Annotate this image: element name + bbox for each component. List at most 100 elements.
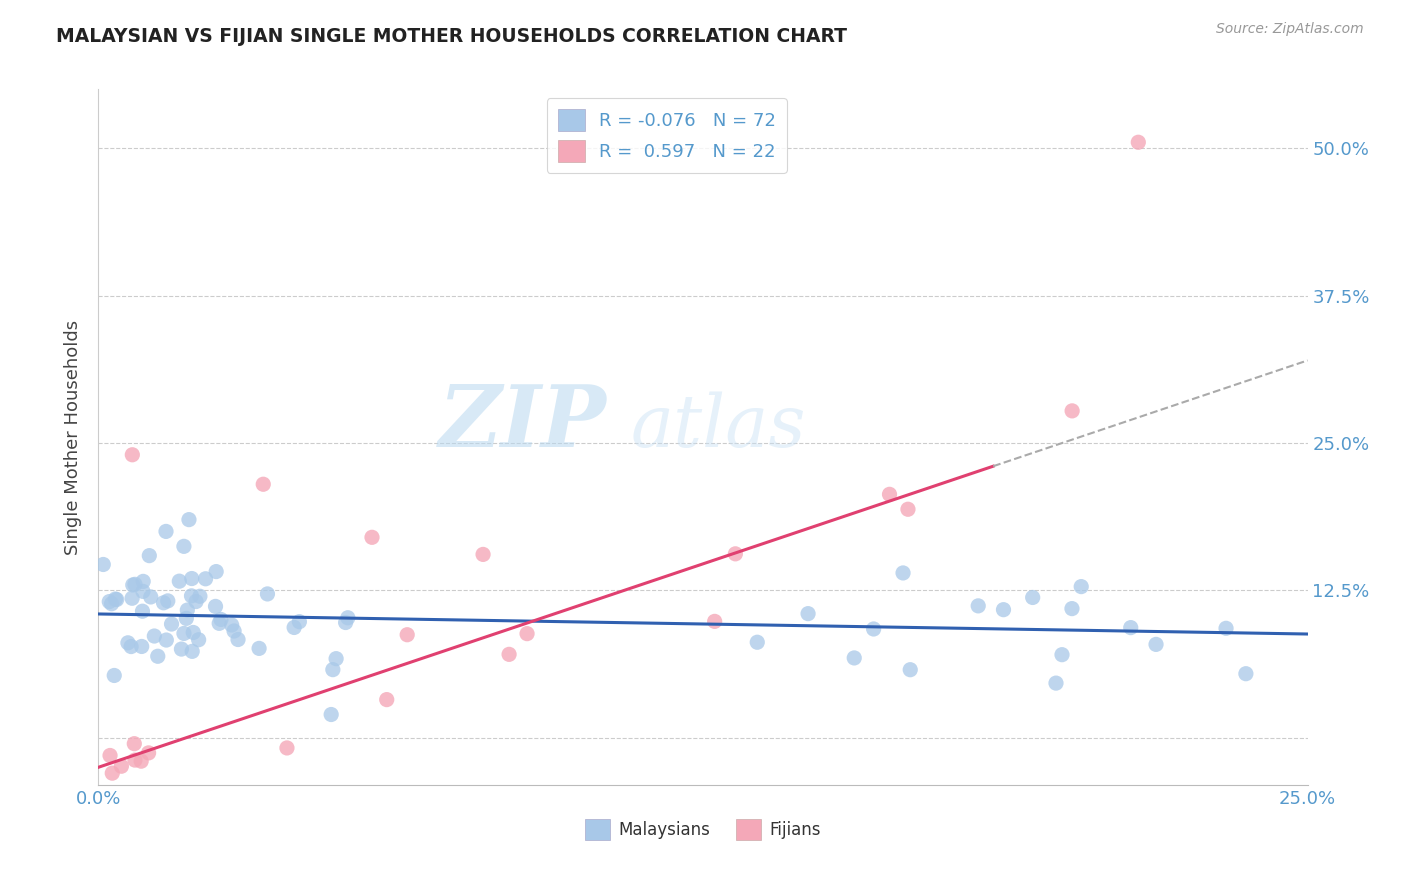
- Point: [110, 759, 132, 773]
- Point: [325, 651, 347, 665]
- Point: [897, 502, 920, 516]
- Point: [898, 663, 921, 677]
- Point: [100, 597, 122, 611]
- Point: [321, 707, 343, 722]
- Point: [173, 626, 195, 640]
- Point: [1060, 601, 1083, 615]
- Point: [1215, 621, 1237, 635]
- Point: [1234, 666, 1257, 681]
- Point: [247, 641, 270, 656]
- Text: ZIP: ZIP: [439, 382, 606, 465]
- Point: [121, 448, 143, 462]
- Point: [131, 640, 153, 654]
- Point: [226, 632, 249, 647]
- Point: [1021, 591, 1043, 605]
- Legend: Malaysians, Fijians: Malaysians, Fijians: [579, 813, 827, 847]
- Point: [131, 604, 153, 618]
- Point: [121, 591, 143, 606]
- Point: [132, 584, 155, 599]
- Point: [208, 616, 231, 631]
- Point: [205, 565, 228, 579]
- Point: [283, 620, 305, 634]
- Point: [188, 589, 211, 603]
- Point: [170, 642, 193, 657]
- Point: [105, 592, 128, 607]
- Point: [879, 487, 901, 501]
- Point: [103, 668, 125, 682]
- Point: [124, 753, 146, 767]
- Point: [1050, 648, 1073, 662]
- Point: [993, 602, 1015, 616]
- Point: [138, 746, 160, 760]
- Point: [98, 594, 121, 608]
- Y-axis label: Single Mother Households: Single Mother Households: [65, 319, 83, 555]
- Point: [703, 615, 725, 629]
- Point: [322, 663, 344, 677]
- Point: [173, 539, 195, 553]
- Point: [862, 622, 884, 636]
- Point: [176, 611, 198, 625]
- Point: [276, 741, 298, 756]
- Text: MALAYSIAN VS FIJIAN SINGLE MOTHER HOUSEHOLDS CORRELATION CHART: MALAYSIAN VS FIJIAN SINGLE MOTHER HOUSEH…: [56, 27, 848, 45]
- Point: [91, 558, 114, 572]
- Point: [187, 632, 209, 647]
- Point: [498, 648, 520, 662]
- Point: [124, 577, 146, 591]
- Point: [1045, 676, 1067, 690]
- Point: [747, 635, 769, 649]
- Point: [967, 599, 990, 613]
- Point: [361, 530, 384, 544]
- Point: [138, 549, 160, 563]
- Point: [221, 618, 243, 632]
- Point: [129, 754, 152, 768]
- Point: [124, 737, 146, 751]
- Point: [176, 603, 198, 617]
- Point: [139, 590, 162, 604]
- Point: [156, 594, 179, 608]
- Point: [120, 640, 142, 654]
- Point: [180, 589, 202, 603]
- Point: [204, 599, 226, 614]
- Point: [155, 633, 177, 648]
- Point: [132, 574, 155, 589]
- Point: [104, 592, 127, 607]
- Point: [152, 596, 174, 610]
- Point: [1062, 404, 1084, 418]
- Point: [1144, 637, 1167, 651]
- Point: [256, 587, 278, 601]
- Point: [288, 615, 311, 629]
- Point: [98, 748, 121, 763]
- Point: [169, 574, 191, 589]
- Point: [146, 649, 169, 664]
- Text: atlas: atlas: [630, 392, 806, 462]
- Point: [181, 625, 204, 640]
- Point: [1070, 580, 1092, 594]
- Point: [797, 607, 820, 621]
- Point: [222, 624, 245, 638]
- Text: Source: ZipAtlas.com: Source: ZipAtlas.com: [1216, 22, 1364, 37]
- Point: [181, 644, 204, 658]
- Point: [155, 524, 177, 539]
- Point: [724, 547, 747, 561]
- Point: [177, 513, 200, 527]
- Point: [117, 636, 139, 650]
- Point: [194, 572, 217, 586]
- Point: [472, 548, 495, 562]
- Point: [891, 566, 914, 580]
- Point: [516, 626, 538, 640]
- Point: [143, 629, 166, 643]
- Point: [252, 477, 274, 491]
- Point: [101, 766, 124, 780]
- Point: [121, 578, 143, 592]
- Point: [335, 615, 357, 630]
- Point: [209, 612, 232, 626]
- Point: [1119, 621, 1142, 635]
- Point: [1128, 135, 1150, 149]
- Point: [180, 572, 202, 586]
- Point: [336, 611, 359, 625]
- Point: [844, 651, 866, 665]
- Point: [396, 628, 419, 642]
- Point: [375, 692, 398, 706]
- Point: [160, 617, 183, 632]
- Point: [184, 594, 207, 608]
